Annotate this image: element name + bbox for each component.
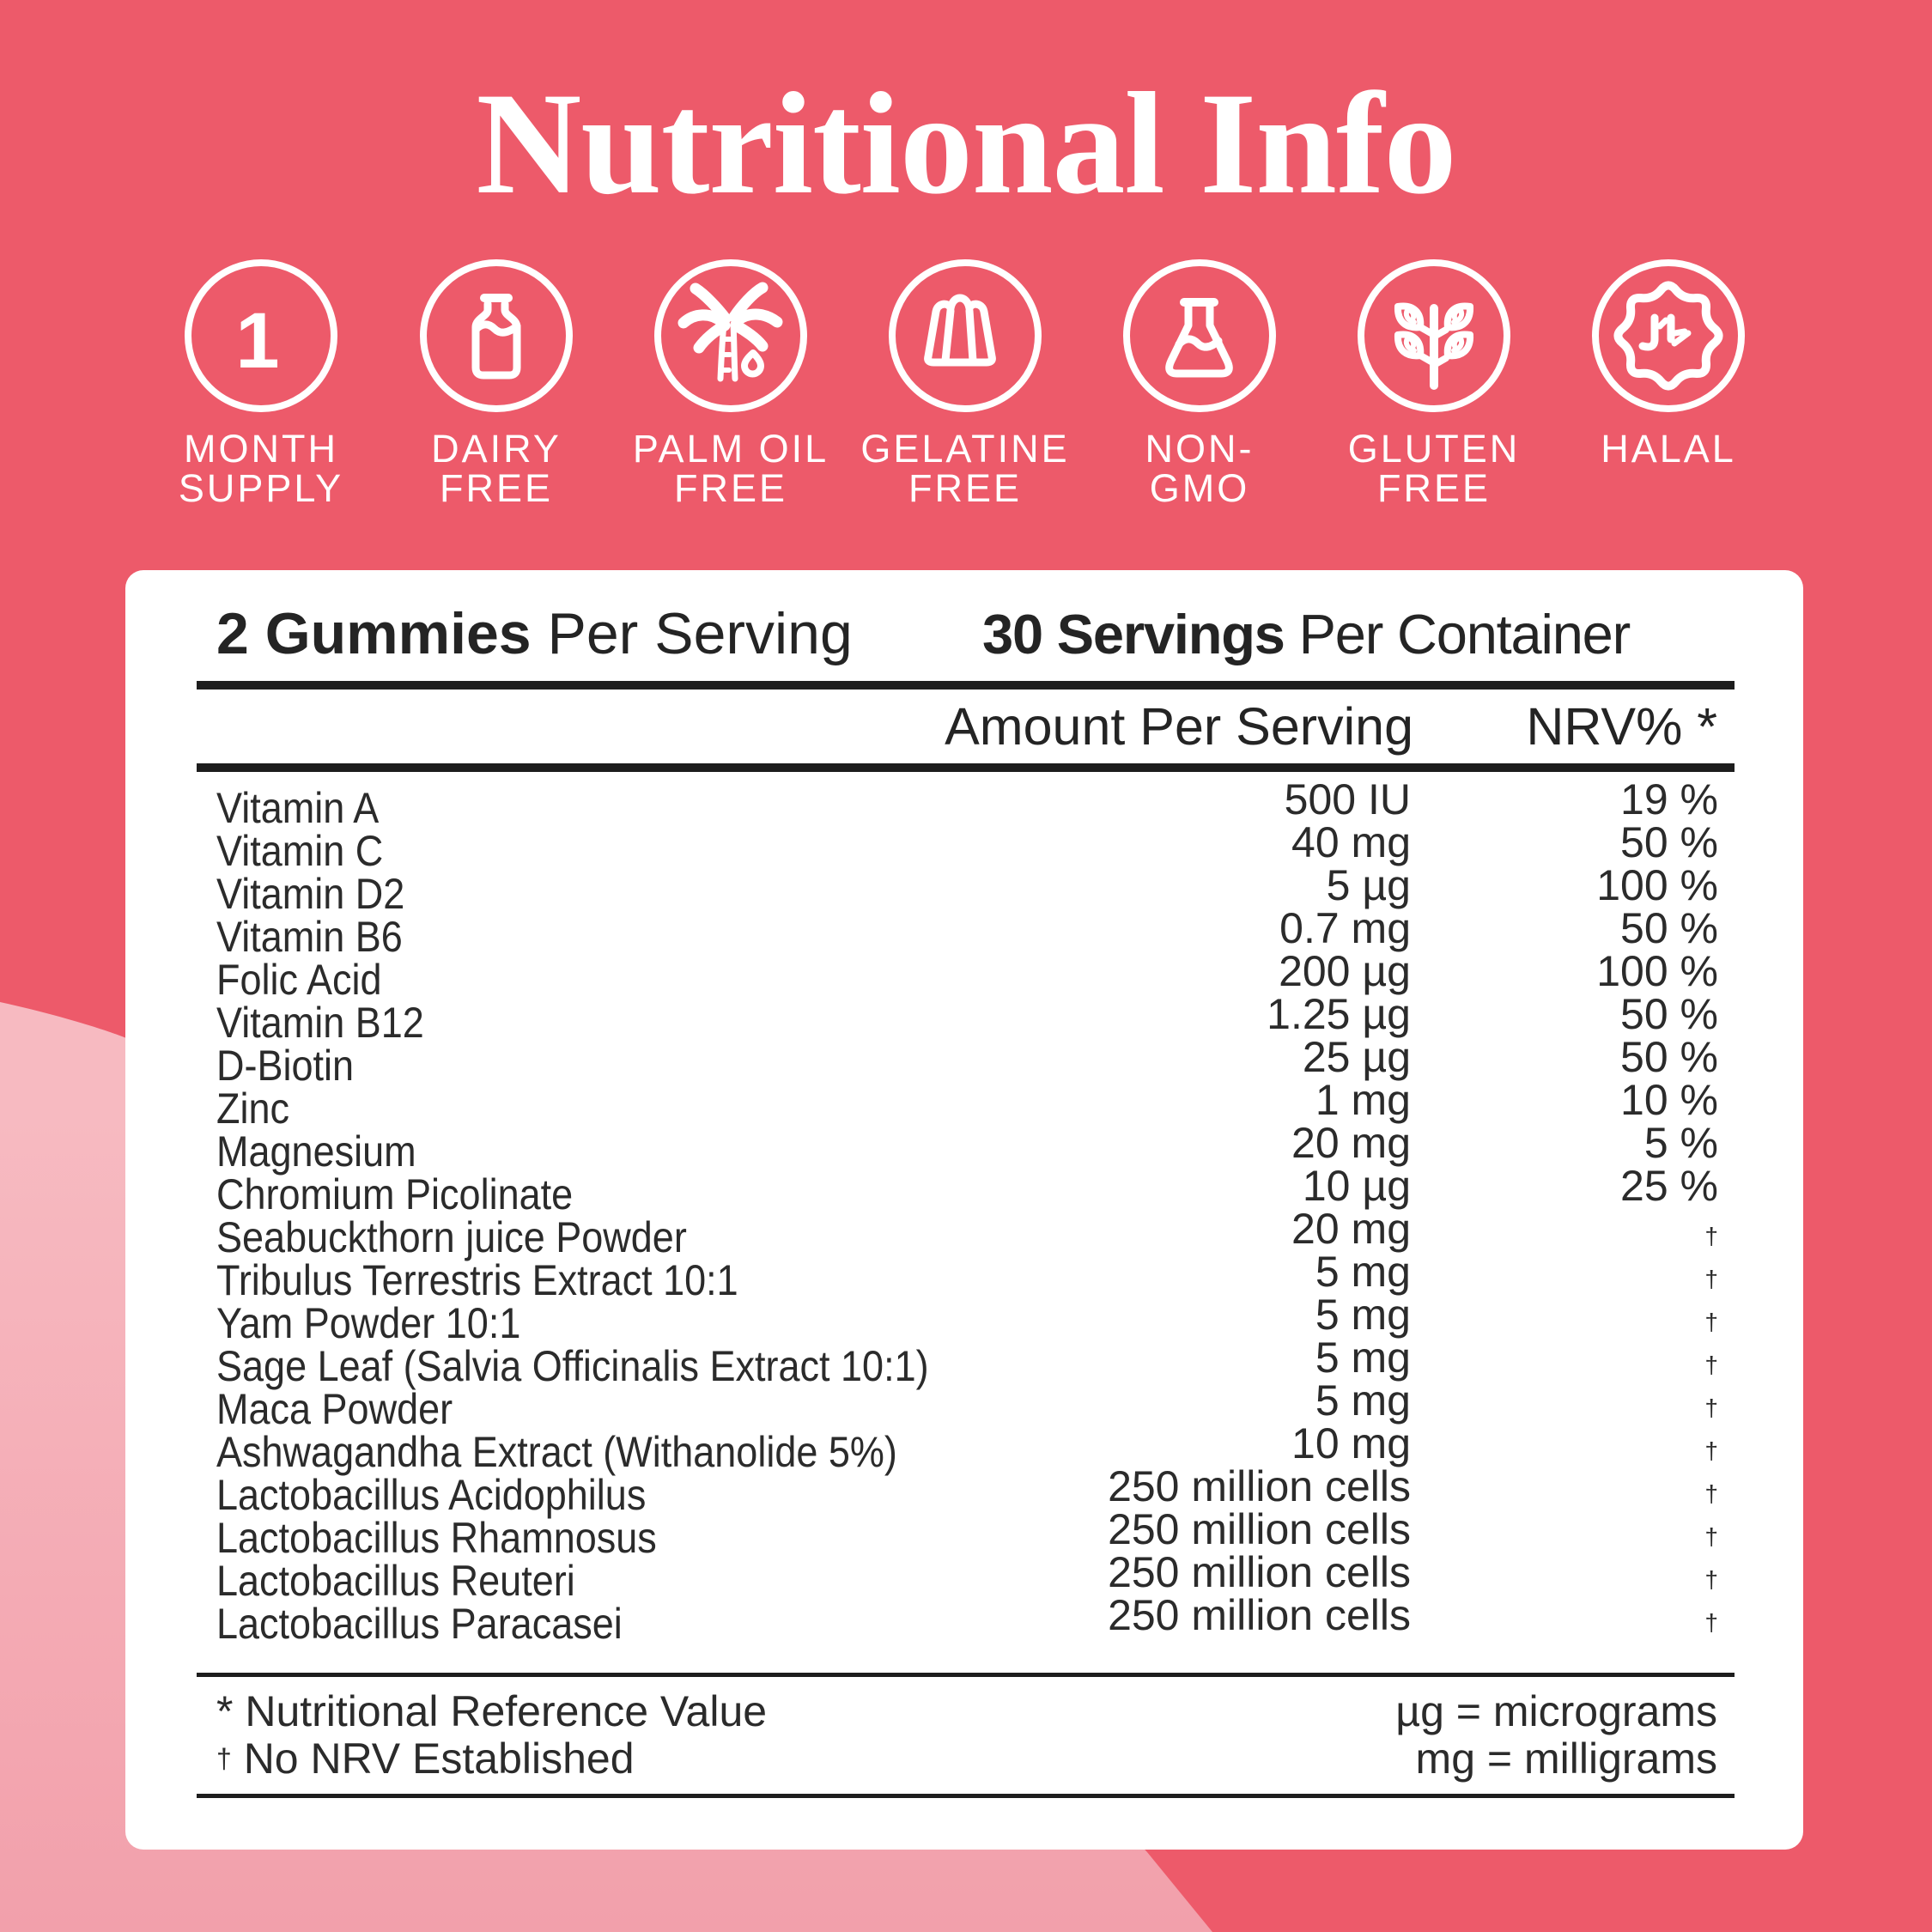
svg-text:1: 1 [235,297,279,385]
